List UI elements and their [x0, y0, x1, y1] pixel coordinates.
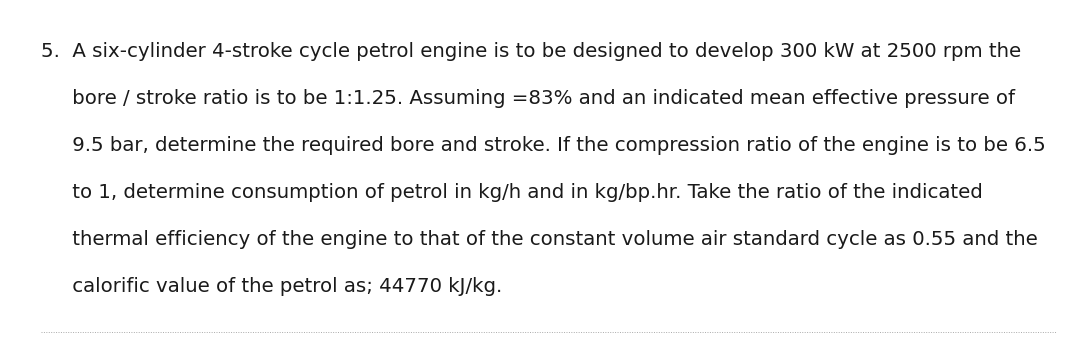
Text: to 1, determine consumption of petrol in kg/h and in kg/bp.hr. Take the ratio of: to 1, determine consumption of petrol in…	[41, 183, 983, 202]
Text: calorific value of the petrol as; 44770 kJ/kg.: calorific value of the petrol as; 44770 …	[41, 277, 502, 296]
Text: 9.5 bar, determine the required bore and stroke. If the compression ratio of the: 9.5 bar, determine the required bore and…	[41, 136, 1045, 155]
Text: 5.  A six-cylinder 4-stroke cycle petrol engine is to be designed to develop 300: 5. A six-cylinder 4-stroke cycle petrol …	[41, 42, 1022, 61]
Text: bore / stroke ratio is to be 1:1.25. Assuming =83% and an indicated mean effecti: bore / stroke ratio is to be 1:1.25. Ass…	[41, 89, 1015, 108]
Text: thermal efficiency of the engine to that of the constant volume air standard cyc: thermal efficiency of the engine to that…	[41, 230, 1038, 249]
